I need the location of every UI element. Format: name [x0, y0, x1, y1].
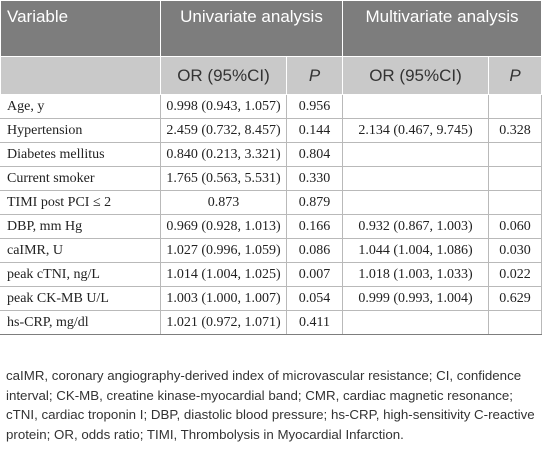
table-row: TIMI post PCI ≤ 2 0.873 0.879 [0, 190, 542, 215]
cell-multi-or: 0.999 (0.993, 1.004) [342, 286, 489, 311]
cell-uni-p: 0.007 [286, 262, 343, 287]
header-multi-or: OR (95%CI) [342, 56, 489, 95]
regression-table: Variable Univariate analysis Multivariat… [0, 0, 542, 335]
table-row: peak CK-MB U/L 1.003 (1.000, 1.007) 0.054 0… [0, 286, 542, 311]
cell-uni-or: 2.459 (0.732, 8.457) [160, 118, 287, 143]
cell-multi-or: 1.018 (1.003, 1.033) [342, 262, 489, 287]
cell-uni-p: 0.330 [286, 166, 343, 191]
table-row: Current smoker 1.765 (0.563, 5.531) 0.330 [0, 166, 542, 191]
cell-uni-or: 1.021 (0.972, 1.071) [160, 310, 287, 335]
table-row: peak cTNI, ng/L 1.014 (1.004, 1.025) 0.007… [0, 262, 542, 287]
cell-variable: hs-CRP, mg/dl [0, 310, 161, 335]
cell-multi-p [488, 142, 542, 167]
cell-multi-or [342, 94, 489, 119]
cell-multi-or [342, 142, 489, 167]
header-row-stats: OR (95%CI) P OR (95%CI) P [0, 56, 542, 95]
cell-multi-or: 2.134 (0.467, 9.745) [342, 118, 489, 143]
table-row: Diabetes mellitus 0.840 (0.213, 3.321) 0.8… [0, 142, 542, 167]
cell-uni-or: 1.765 (0.563, 5.531) [160, 166, 287, 191]
cell-multi-p: 0.060 [488, 214, 542, 239]
table-row: hs-CRP, mg/dl 1.021 (0.972, 1.071) 0.411 [0, 310, 542, 335]
cell-multi-or [342, 166, 489, 191]
cell-uni-p: 0.804 [286, 142, 343, 167]
cell-uni-p: 0.956 [286, 94, 343, 119]
header-multivariate: Multivariate analysis [342, 0, 542, 57]
regression-table-container: Variable Univariate analysis Multivariat… [0, 0, 542, 335]
cell-multi-or [342, 190, 489, 215]
cell-variable: Hypertension [0, 118, 161, 143]
table-body: Age, y 0.998 (0.943, 1.057) 0.956 Hypertens… [0, 94, 542, 335]
cell-uni-p: 0.054 [286, 286, 343, 311]
header-univariate: Univariate analysis [160, 0, 343, 57]
cell-multi-p: 0.022 [488, 262, 542, 287]
cell-uni-p: 0.144 [286, 118, 343, 143]
cell-uni-or: 1.014 (1.004, 1.025) [160, 262, 287, 287]
cell-multi-p [488, 310, 542, 335]
cell-variable: Current smoker [0, 166, 161, 191]
table-row: DBP, mm Hg 0.969 (0.928, 1.013) 0.166 0.932… [0, 214, 542, 239]
cell-multi-p: 0.030 [488, 238, 542, 263]
cell-multi-p: 0.629 [488, 286, 542, 311]
cell-multi-or: 0.932 (0.867, 1.003) [342, 214, 489, 239]
cell-uni-p: 0.086 [286, 238, 343, 263]
table-row: Hypertension 2.459 (0.732, 8.457) 0.144 2.1… [0, 118, 542, 143]
cell-variable: TIMI post PCI ≤ 2 [0, 190, 161, 215]
cell-uni-or: 0.969 (0.928, 1.013) [160, 214, 287, 239]
cell-multi-p: 0.328 [488, 118, 542, 143]
cell-uni-p: 0.879 [286, 190, 343, 215]
header-uni-or: OR (95%CI) [160, 56, 287, 95]
cell-variable: caIMR, U [0, 238, 161, 263]
header-multi-p: P [488, 56, 542, 95]
table-row: caIMR, U 1.027 (0.996, 1.059) 0.086 1.044 (… [0, 238, 542, 263]
cell-uni-or: 1.027 (0.996, 1.059) [160, 238, 287, 263]
header-blank [0, 56, 161, 95]
cell-variable: peak cTNI, ng/L [0, 262, 161, 287]
cell-multi-p [488, 94, 542, 119]
table-footnote: caIMR, coronary angiography-derived inde… [6, 368, 535, 442]
cell-variable: DBP, mm Hg [0, 214, 161, 239]
cell-multi-p [488, 166, 542, 191]
cell-uni-p: 0.411 [286, 310, 343, 335]
cell-multi-or: 1.044 (1.004, 1.086) [342, 238, 489, 263]
header-uni-p: P [286, 56, 343, 95]
cell-uni-p: 0.166 [286, 214, 343, 239]
header-row-groups: Variable Univariate analysis Multivariat… [0, 0, 542, 57]
cell-uni-or: 0.873 [160, 190, 287, 215]
cell-variable: Diabetes mellitus [0, 142, 161, 167]
table-row: Age, y 0.998 (0.943, 1.057) 0.956 [0, 94, 542, 119]
cell-multi-p [488, 190, 542, 215]
cell-multi-or [342, 310, 489, 335]
header-variable: Variable [0, 0, 161, 57]
cell-variable: peak CK-MB U/L [0, 286, 161, 311]
cell-uni-or: 1.003 (1.000, 1.007) [160, 286, 287, 311]
cell-variable: Age, y [0, 94, 161, 119]
cell-uni-or: 0.998 (0.943, 1.057) [160, 94, 287, 119]
cell-uni-or: 0.840 (0.213, 3.321) [160, 142, 287, 167]
